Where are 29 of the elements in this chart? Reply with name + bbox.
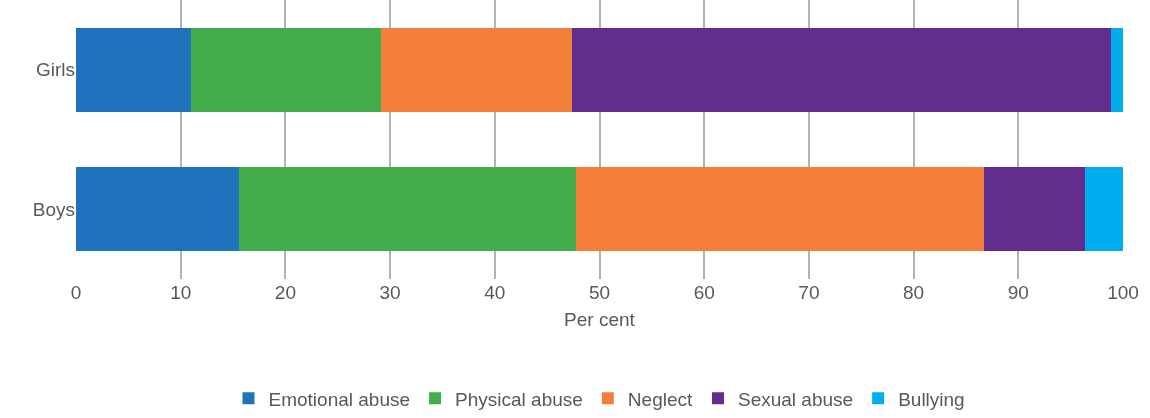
bar <box>983 167 1086 252</box>
x-tick-label: 20 <box>274 282 296 303</box>
x-tick-label: 40 <box>484 282 506 303</box>
x-tick-label: 60 <box>693 282 715 303</box>
x-tick-label: 80 <box>903 282 925 303</box>
x-tick-label: 10 <box>170 282 192 303</box>
x-axis-title: Per cent <box>564 308 636 330</box>
legend-label: Sexual abuse <box>737 388 854 410</box>
bar <box>191 27 381 112</box>
x-tick-label: 30 <box>379 282 401 303</box>
x-tick-label: 90 <box>1007 282 1029 303</box>
bar <box>76 27 192 112</box>
bar <box>1085 167 1123 252</box>
y-tick-label: Girls <box>35 59 75 81</box>
bar <box>1111 27 1123 112</box>
x-tick-label: 100 <box>1107 282 1139 303</box>
x-tick-label: 0 <box>70 282 82 303</box>
bar <box>380 27 573 112</box>
bar <box>576 167 984 252</box>
legend-label: Physical abuse <box>455 388 583 410</box>
legend-label: Emotional abuse <box>268 388 411 410</box>
legend-label: Neglect <box>627 388 693 410</box>
x-tick-label: 70 <box>798 282 820 303</box>
y-tick-label: Boys <box>32 198 75 220</box>
bar <box>572 27 1112 112</box>
x-tick-label: 50 <box>588 282 611 303</box>
legend-label: Bullying <box>898 388 965 410</box>
bar <box>76 167 240 252</box>
bar <box>239 167 577 252</box>
